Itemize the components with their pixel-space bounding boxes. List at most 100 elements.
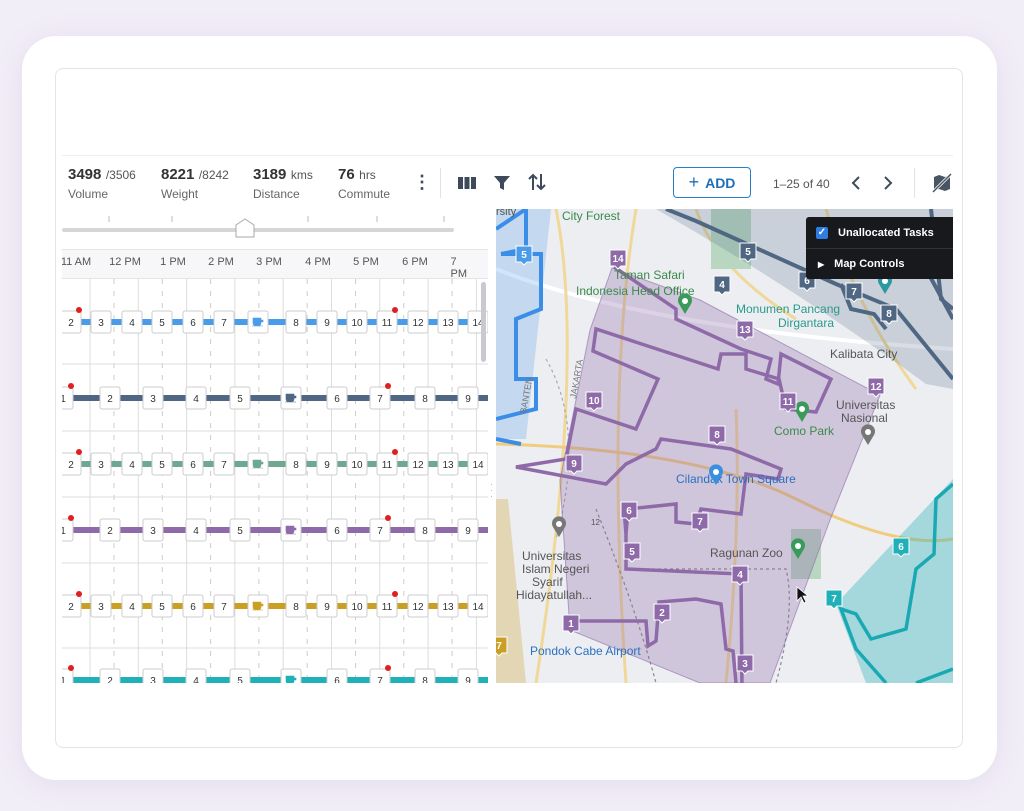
time-slider[interactable]	[62, 209, 488, 249]
stop-card[interactable]: 4	[185, 386, 207, 410]
stop-card[interactable]: 3	[90, 594, 112, 618]
route-row[interactable]: 2 3 4 5 6 7 8 9 10 11 12 13 14	[62, 307, 488, 334]
map-marker[interactable]: 14	[609, 249, 627, 270]
map-marker[interactable]: 13	[736, 320, 754, 341]
stop-card[interactable]: 5	[151, 310, 173, 334]
stop-card[interactable]: 10	[346, 310, 368, 334]
filter-icon[interactable]	[494, 175, 510, 191]
stop-card[interactable]: 8	[414, 386, 436, 410]
stop-card[interactable]: 9	[457, 518, 479, 542]
slider-track[interactable]	[62, 209, 488, 249]
stop-card[interactable]: 6	[182, 310, 204, 334]
stop-card[interactable]: 6	[182, 452, 204, 476]
stop-card[interactable]: 3	[90, 310, 112, 334]
slider-handle[interactable]	[235, 218, 255, 238]
stop-card[interactable]: 14	[467, 594, 488, 618]
stop-card[interactable]: 5	[229, 668, 251, 683]
timeline-scrollbar[interactable]	[481, 282, 486, 362]
poi-pin-icon[interactable]	[709, 464, 723, 485]
map-marker[interactable]: 12	[867, 377, 885, 398]
break-stop[interactable]	[280, 518, 302, 542]
stop-card[interactable]: 5	[151, 452, 173, 476]
stop-card[interactable]: 4	[121, 310, 143, 334]
map-marker[interactable]: 10	[585, 391, 603, 412]
stop-card[interactable]: 5	[229, 518, 251, 542]
stop-card[interactable]: 3	[142, 668, 164, 683]
map-marker[interactable]: 11	[779, 392, 797, 413]
map-marker[interactable]: 2	[653, 603, 671, 624]
unallocated-tasks-toggle[interactable]: ✓ Unallocated Tasks	[806, 217, 953, 248]
map-controls-toggle[interactable]: ▶ Map Controls	[806, 248, 953, 279]
stop-card[interactable]: 2	[99, 386, 121, 410]
stop-card[interactable]: 13	[437, 310, 459, 334]
checkbox-checked-icon[interactable]: ✓	[816, 226, 828, 239]
stop-card[interactable]: 2	[99, 518, 121, 542]
stop-card[interactable]: 11	[376, 449, 398, 476]
stop-card[interactable]: 4	[185, 518, 207, 542]
poi-pin-icon[interactable]	[861, 424, 875, 445]
stop-card[interactable]: 8	[285, 594, 307, 618]
chevron-left-icon[interactable]	[851, 176, 861, 190]
stop-card[interactable]: 3	[90, 452, 112, 476]
break-stop[interactable]	[247, 310, 269, 334]
stop-card[interactable]: 7	[369, 515, 391, 542]
route-row[interactable]: 1 2 3 4 5 6 7 8 9	[62, 665, 488, 683]
stop-card[interactable]: 14	[467, 452, 488, 476]
chevron-right-icon[interactable]	[883, 176, 893, 190]
stop-card[interactable]: 6	[182, 594, 204, 618]
stop-card[interactable]: 5	[151, 594, 173, 618]
stop-card[interactable]: 2	[99, 668, 121, 683]
map-marker[interactable]: 5	[739, 242, 757, 263]
add-button[interactable]: + ADD	[673, 167, 751, 198]
stop-card[interactable]: 7	[213, 594, 235, 618]
map-marker[interactable]: 7	[496, 636, 508, 657]
stop-card[interactable]: 10	[346, 594, 368, 618]
stop-card[interactable]: 1	[62, 515, 74, 542]
stop-card[interactable]: 1	[62, 383, 74, 410]
stop-card[interactable]: 9	[316, 310, 338, 334]
stop-card[interactable]: 2	[62, 449, 82, 476]
stop-card[interactable]: 7	[213, 452, 235, 476]
map-marker[interactable]: 4	[731, 565, 749, 586]
stop-card[interactable]: 3	[142, 518, 164, 542]
stop-card[interactable]: 9	[316, 452, 338, 476]
map-marker[interactable]: 7	[845, 282, 863, 303]
stop-card[interactable]: 10	[346, 452, 368, 476]
poi-pin-icon[interactable]	[791, 538, 805, 559]
break-stop[interactable]	[247, 452, 269, 476]
map-marker[interactable]: 7	[825, 589, 843, 610]
map-marker[interactable]: 4	[713, 275, 731, 296]
splitter-handle[interactable]: · · ·	[490, 480, 493, 501]
map-marker[interactable]: 5	[623, 542, 641, 563]
map-marker[interactable]: 9	[565, 454, 583, 475]
stop-card[interactable]: 12	[407, 310, 429, 334]
stop-card[interactable]: 6	[326, 668, 348, 683]
stop-card[interactable]: 7	[213, 310, 235, 334]
route-row[interactable]: 2 3 4 5 6 7 8 9 10 11 12 13 14	[62, 449, 488, 476]
route-row[interactable]: 2 3 4 5 6 7 8 9 10 11 12 13 14	[62, 591, 488, 618]
stop-card[interactable]: 8	[285, 310, 307, 334]
map-marker[interactable]: 5	[515, 245, 533, 266]
route-row[interactable]: 1 2 3 4 5 6 7 8 9	[62, 383, 488, 410]
stop-card[interactable]: 5	[229, 386, 251, 410]
route-row[interactable]: 1 2 3 4 5 6 7 8 9	[62, 515, 488, 542]
stop-card[interactable]: 4	[185, 668, 207, 683]
stop-card[interactable]: 8	[414, 668, 436, 683]
map-marker[interactable]: 8	[880, 304, 898, 325]
poi-pin-icon[interactable]	[795, 401, 809, 422]
map-off-icon[interactable]	[932, 173, 952, 193]
map-marker[interactable]: 6	[892, 537, 910, 558]
more-vert-icon[interactable]: ⋮	[413, 172, 431, 192]
stop-card[interactable]: 13	[437, 452, 459, 476]
map-marker[interactable]: 3	[736, 654, 754, 675]
stop-card[interactable]: 8	[414, 518, 436, 542]
stop-card[interactable]: 12	[407, 452, 429, 476]
poi-pin-icon[interactable]	[678, 293, 692, 314]
stop-card[interactable]: 9	[457, 668, 479, 683]
map-view[interactable]: City Forest Taman Safari Indonesia Head Of…	[496, 209, 953, 683]
stop-card[interactable]: 1	[62, 665, 74, 683]
stop-card[interactable]: 7	[369, 665, 391, 683]
map-canvas[interactable]: City Forest Taman Safari Indonesia Head Of…	[496, 209, 953, 683]
stop-card[interactable]: 8	[285, 452, 307, 476]
map-marker[interactable]: 7	[691, 512, 709, 533]
